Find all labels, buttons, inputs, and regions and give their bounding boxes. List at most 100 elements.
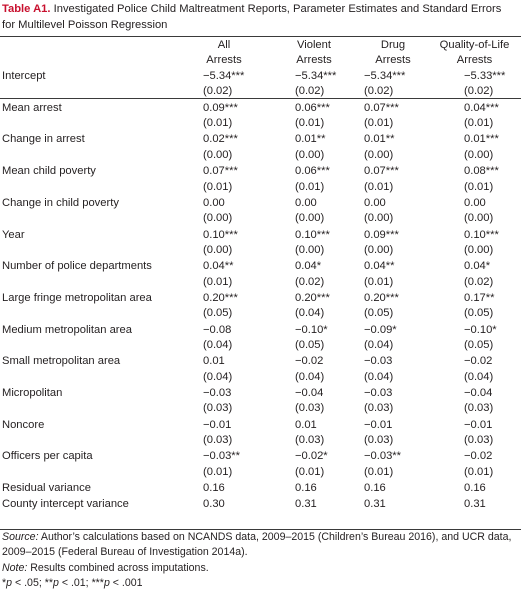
table-row: Number of police departments 0.04** 0.04* 0…	[0, 258, 521, 274]
row-label: Intercept	[2, 70, 46, 83]
std-error-cell: (0.02)	[464, 275, 494, 288]
estimate-cell: 0.01	[203, 355, 225, 368]
variance-cell: 0.31	[464, 497, 486, 510]
std-error-cell: (0.05)	[295, 338, 325, 351]
std-error-cell: (0.01)	[464, 465, 494, 478]
estimate-cell: 0.01**	[295, 133, 326, 146]
std-error-cell: (0.05)	[464, 307, 494, 320]
std-error-cell: (0.00)	[464, 148, 494, 161]
std-error-cell: (0.05)	[364, 307, 394, 320]
row-label: Large fringe metropolitan area	[2, 291, 152, 304]
table-row-se: (0.00) (0.00) (0.00) (0.00)	[0, 243, 521, 259]
row-label: Noncore	[2, 418, 45, 431]
estimate-cell: 0.07***	[364, 165, 399, 178]
estimate-cell: 0.10***	[464, 228, 499, 241]
table-notes: Source: Author’s calculations based on N…	[2, 530, 517, 592]
header-rule	[0, 98, 521, 99]
std-error-cell: (0.00)	[364, 243, 394, 256]
significance-note: *p < .05; **p < .01; ***p < .001	[2, 577, 143, 590]
estimate-cell: 0.02***	[203, 133, 238, 146]
std-error-cell: (0.00)	[464, 212, 494, 225]
estimate-cell: −0.03**	[364, 450, 402, 463]
estimate-cell: 0.09***	[203, 101, 238, 114]
table-row: Change in child poverty 0.00 0.00 0.00 0.00	[0, 195, 521, 211]
estimate-cell: 0.06***	[295, 101, 330, 114]
std-error-cell: (0.01)	[295, 117, 325, 130]
estimate-cell: −0.01	[364, 418, 393, 431]
row-label: Micropolitan	[2, 386, 63, 399]
row-label-blank	[0, 211, 178, 227]
std-error-cell: (0.01)	[295, 465, 325, 478]
std-error-cell: (0.01)	[464, 117, 494, 130]
table-row: Change in arrest 0.02*** 0.01** 0.01** 0.01*…	[0, 131, 521, 147]
estimate-cell: −0.01	[464, 418, 493, 431]
estimate-cell: −0.04	[464, 386, 493, 399]
table-row: Noncore −0.01 0.01 −0.01 −0.01	[0, 417, 521, 433]
row-label-blank	[0, 84, 178, 100]
row-label: Year	[2, 228, 25, 241]
std-error-cell: (0.01)	[364, 275, 394, 288]
estimate-cell: 0.01**	[364, 133, 395, 146]
regression-table: All Arrests Violent Arrests Drug Arrests Qu…	[0, 37, 521, 512]
estimate-cell: −0.02	[464, 355, 493, 368]
row-label: Small metropolitan area	[2, 355, 121, 368]
variance-cell: 0.31	[364, 497, 386, 510]
std-error-cell: (0.00)	[203, 148, 233, 161]
row-label: Officers per capita	[2, 450, 93, 463]
row-label-blank	[0, 148, 178, 164]
col-header-drug: Drug Arrests	[375, 39, 411, 66]
estimate-cell: −0.02	[464, 450, 493, 463]
std-error-cell: (0.03)	[364, 402, 394, 415]
estimate-cell: 0.04***	[464, 101, 499, 114]
estimate-cell: 0.07***	[364, 101, 399, 114]
col-header-violent: Violent Arrests	[296, 39, 332, 66]
estimate-cell: 0.17**	[464, 291, 495, 304]
std-error-cell: (0.04)	[203, 338, 233, 351]
std-error-cell: (0.01)	[364, 117, 394, 130]
estimate-cell: 0.00	[364, 196, 386, 209]
std-error-cell: (0.04)	[364, 338, 394, 351]
estimate-cell: 0.06***	[295, 165, 330, 178]
source-note: Source: Author’s calculations based on N…	[2, 531, 512, 559]
row-label-blank	[0, 401, 178, 417]
estimate-cell: −0.03	[203, 386, 232, 399]
table-row-se: (0.01) (0.02) (0.01) (0.02)	[0, 274, 521, 290]
std-error-cell: (0.04)	[464, 370, 494, 383]
estimate-cell: −0.10*	[464, 323, 497, 336]
estimate-cell: −0.01	[203, 418, 232, 431]
estimate-cell: −0.02	[295, 355, 324, 368]
estimate-cell: −0.02*	[295, 450, 328, 463]
std-error-cell: (0.00)	[364, 148, 394, 161]
table-row-se: (0.02) (0.02) (0.02) (0.02)	[0, 84, 521, 100]
row-label-blank	[0, 116, 178, 132]
std-error-cell: (0.01)	[203, 117, 233, 130]
std-error-cell: (0.03)	[364, 434, 394, 446]
row-label: Change in arrest	[2, 133, 85, 146]
table-row: Medium metropolitan area −0.08 −0.10* −0.09…	[0, 322, 521, 338]
estimate-cell: 0.00	[295, 196, 317, 209]
std-error-cell: (0.05)	[464, 338, 494, 351]
table-row: Mean child poverty 0.07*** 0.06*** 0.07*** 0…	[0, 163, 521, 179]
estimate-cell: 0.20***	[364, 291, 399, 304]
estimate-cell: 0.04*	[464, 260, 491, 273]
std-error-cell: (0.02)	[295, 275, 325, 288]
std-error-cell: (0.03)	[295, 402, 325, 415]
estimate-cell: 0.00	[464, 196, 486, 209]
table-row: Micropolitan −0.03 −0.04 −0.03 −0.04	[0, 385, 521, 401]
top-rule	[0, 36, 521, 37]
std-error-cell: (0.00)	[295, 212, 325, 225]
row-label: Mean arrest	[2, 101, 62, 114]
row-label: Residual variance	[2, 481, 91, 494]
table-row-se: (0.01) (0.01) (0.01) (0.01)	[0, 116, 521, 132]
table-row: Large fringe metropolitan area 0.20*** 0.2…	[0, 290, 521, 306]
table-row-se: (0.03) (0.03) (0.03) (0.03)	[0, 433, 521, 449]
std-error-cell: (0.03)	[464, 434, 494, 446]
variance-cell: 0.16	[464, 481, 486, 494]
std-error-cell: (0.03)	[203, 434, 233, 446]
std-error-cell: (0.00)	[364, 212, 394, 225]
estimate-cell: 0.07***	[203, 165, 238, 178]
estimate-cell: −0.03**	[203, 450, 241, 463]
estimate-cell: 0.04**	[364, 260, 395, 273]
estimate-cell: −0.08	[203, 323, 232, 336]
table-row-se: (0.01) (0.01) (0.01) (0.01)	[0, 179, 521, 195]
